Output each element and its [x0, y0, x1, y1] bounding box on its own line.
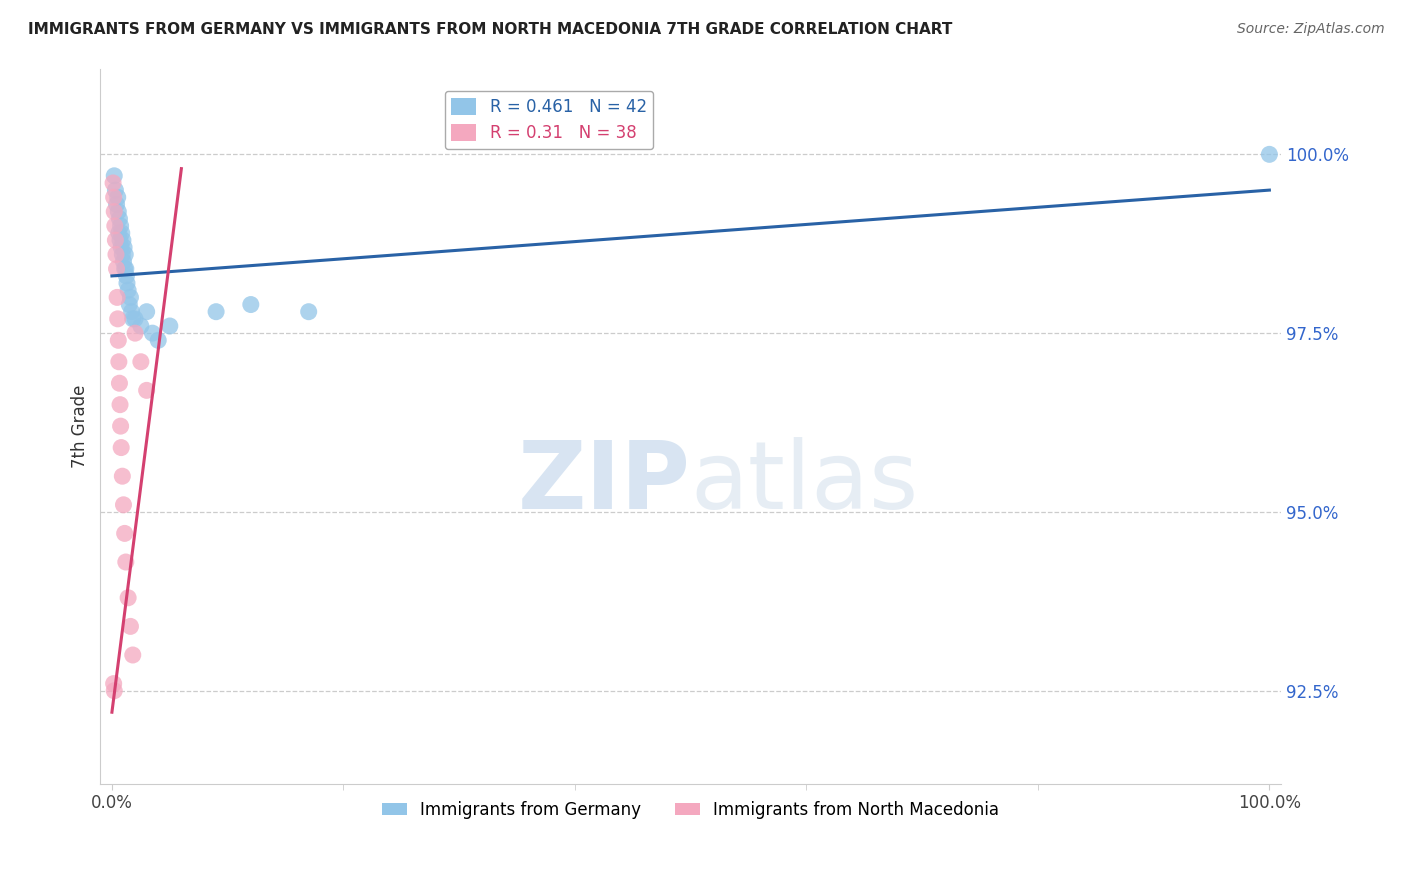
Point: [111, 247, 134, 261]
Point: [108, 376, 131, 391]
Point: [111, 233, 134, 247]
Point: [110, 441, 132, 455]
Point: [104, 247, 127, 261]
Point: [135, 304, 157, 318]
Point: [108, 211, 131, 226]
Point: [159, 318, 181, 333]
Point: [114, 555, 136, 569]
Point: [117, 591, 139, 605]
Point: [107, 190, 129, 204]
Point: [110, 419, 132, 434]
Point: [1258, 147, 1281, 161]
Point: [118, 297, 141, 311]
Point: [135, 384, 157, 398]
Point: [105, 261, 128, 276]
Point: [103, 676, 125, 690]
Point: [105, 290, 128, 304]
Point: [114, 526, 136, 541]
Point: [129, 318, 152, 333]
Point: [112, 254, 135, 268]
Point: [141, 326, 163, 340]
Point: [121, 304, 143, 318]
Point: [120, 290, 142, 304]
Point: [108, 398, 131, 412]
Point: [124, 326, 146, 340]
Point: [148, 334, 170, 348]
Point: [103, 169, 125, 183]
Point: [110, 219, 132, 233]
Point: [110, 240, 132, 254]
Point: [121, 311, 143, 326]
Text: atlas: atlas: [690, 437, 920, 529]
Point: [111, 226, 134, 240]
Point: [105, 197, 128, 211]
Point: [114, 247, 136, 261]
Point: [103, 204, 125, 219]
Text: ZIP: ZIP: [517, 437, 690, 529]
Point: [124, 311, 146, 326]
Point: [117, 283, 139, 297]
Point: [115, 276, 138, 290]
Point: [298, 304, 321, 318]
Point: [107, 334, 129, 348]
Point: [239, 297, 262, 311]
Text: IMMIGRANTS FROM GERMANY VS IMMIGRANTS FROM NORTH MACEDONIA 7TH GRADE CORRELATION: IMMIGRANTS FROM GERMANY VS IMMIGRANTS FR…: [28, 22, 952, 37]
Point: [111, 469, 134, 483]
Point: [107, 311, 129, 326]
Point: [108, 226, 131, 240]
Point: [107, 204, 129, 219]
Point: [103, 683, 125, 698]
Point: [205, 304, 228, 318]
Text: Source: ZipAtlas.com: Source: ZipAtlas.com: [1237, 22, 1385, 37]
Point: [129, 355, 152, 369]
Point: [103, 190, 125, 204]
Point: [115, 268, 138, 283]
Point: [112, 498, 135, 512]
Point: [120, 619, 142, 633]
Point: [121, 648, 143, 662]
Point: [108, 233, 131, 247]
Point: [112, 240, 135, 254]
Point: [101, 176, 124, 190]
Point: [104, 219, 127, 233]
Point: [114, 261, 136, 276]
Point: [104, 233, 127, 247]
Point: [108, 355, 131, 369]
Point: [114, 261, 136, 276]
Point: [104, 183, 127, 197]
Y-axis label: 7th Grade: 7th Grade: [72, 384, 89, 467]
Legend: Immigrants from Germany, Immigrants from North Macedonia: Immigrants from Germany, Immigrants from…: [375, 794, 1005, 825]
